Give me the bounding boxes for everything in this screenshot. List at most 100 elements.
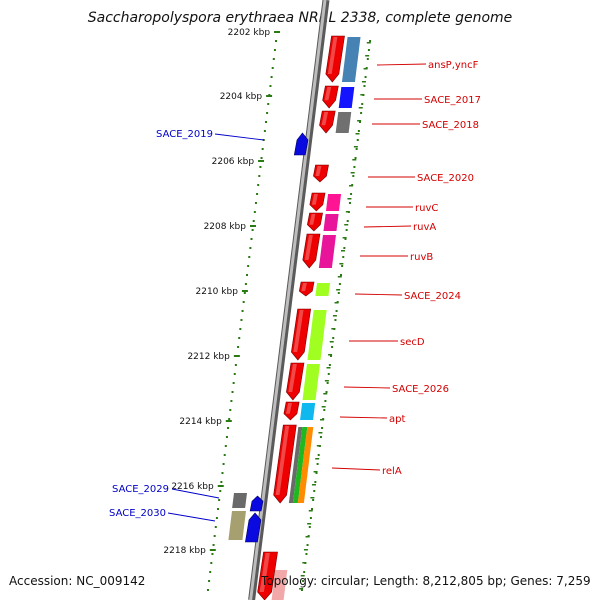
guide-dot-left (230, 400, 233, 402)
cog-bar (297, 427, 314, 503)
guide-dot-left (254, 202, 257, 204)
guide-dot-right (325, 391, 328, 393)
guide-dash-right (316, 445, 321, 447)
guide-dash-right (357, 120, 362, 122)
guide-dash-right (361, 81, 366, 83)
guide-dash-right (355, 133, 360, 135)
cog-bar (338, 87, 355, 108)
guide-dot-left (275, 40, 278, 42)
guide-dot-left (231, 391, 234, 393)
guide-dot-left (250, 238, 253, 240)
guide-dot-left (253, 211, 256, 213)
guide-dot-left (225, 436, 228, 438)
guide-dot-right (353, 166, 356, 168)
guide-dot-left (219, 490, 222, 492)
guide-dot-right (342, 256, 345, 258)
guide-dash-right (336, 289, 341, 291)
guide-dot-left (215, 517, 218, 519)
guide-dot-left (217, 508, 220, 510)
forward-gene-label: apt (389, 414, 405, 425)
guide-dot-right (354, 157, 357, 159)
kbp-tick-label: 2202 kbp (228, 28, 271, 38)
gene-track (228, 35, 345, 600)
forward-label-leader (343, 386, 391, 389)
guide-dash-right (337, 276, 342, 278)
cog-bar (315, 283, 331, 296)
guide-dot-right (352, 175, 355, 177)
forward-gene-arrow-shade (275, 426, 290, 495)
forward-gene-arrow-shade (311, 194, 318, 205)
map-title: Saccharopolyspora erythraea NRRL 2338, c… (87, 10, 513, 26)
guide-dot-left (259, 166, 262, 168)
guide-dot-left (272, 58, 275, 60)
guide-dot-right (321, 427, 324, 429)
guide-dot-left (213, 535, 216, 537)
forward-gene-arrow-shade (304, 235, 313, 260)
guide-dot-right (327, 373, 330, 375)
guide-dot-left (224, 445, 227, 447)
guide-dot-left (221, 472, 224, 474)
guide-dot-right (319, 436, 322, 438)
guide-dot-left (220, 481, 223, 483)
guide-dot-right (348, 202, 351, 204)
forward-gene-label: relA (382, 466, 402, 477)
guide-dot-right (317, 454, 320, 456)
reverse-label-leader (214, 133, 265, 141)
reverse-gene-box (232, 493, 247, 508)
forward-gene-arrow-shade (288, 364, 297, 392)
guide-dash-right (341, 250, 345, 252)
guide-dash-right (339, 263, 344, 265)
kbp-tick-label: 2212 kbp (187, 352, 230, 362)
guide-dot-left (234, 364, 237, 366)
forward-gene-label: ruvA (413, 222, 436, 233)
guide-dot-left (243, 292, 246, 294)
kbp-tick-label: 2216 kbp (171, 482, 214, 492)
guide-dot-right (369, 40, 372, 42)
forward-label-leader (363, 225, 412, 228)
forward-gene-arrow (257, 551, 278, 600)
kbp-ruler: 2202 kbp 2204 kbp 2206 kbp 2208 kbp 2210 kbp… (163, 28, 281, 556)
forward-gene-arrow (322, 85, 339, 109)
forward-gene-arrow (307, 212, 323, 232)
guide-dot-right (367, 49, 370, 51)
guide-dot-right (363, 85, 366, 87)
guide-dot-left (212, 544, 215, 546)
kbp-tick-label: 2204 kbp (220, 92, 263, 102)
forward-gene-arrow (273, 424, 297, 504)
reverse-gene-label: SACE_2029 (112, 484, 169, 495)
guide-dot-left (208, 580, 211, 582)
guide-dash-right (331, 328, 336, 330)
backbone (248, 0, 330, 600)
forward-gene-label: SACE_2024 (404, 291, 461, 302)
guide-dot-right (326, 382, 329, 384)
guide-dot-right (329, 355, 332, 357)
guide-dash-right (311, 484, 316, 486)
guide-dot-left (233, 373, 236, 375)
cog-bar (302, 364, 320, 400)
guide-dot-left (209, 571, 212, 573)
guide-dot-left (268, 94, 271, 96)
kbp-tick-label: 2218 kbp (163, 546, 206, 556)
guide-dash-right (321, 406, 326, 408)
guide-dash-right (347, 198, 352, 200)
guide-dot-right (313, 490, 316, 492)
forward-gene-arrow-shade (309, 214, 316, 225)
guide-dash-right (313, 471, 318, 473)
guide-dash-right (358, 107, 363, 109)
guide-dot-left (228, 418, 231, 420)
guide-dash-right (308, 510, 313, 512)
guide-dot-left (266, 112, 269, 114)
forward-gene-arrow-shade (285, 403, 293, 414)
cog-bar (288, 427, 303, 503)
guide-dot-left (256, 193, 259, 195)
guide-dash-right (300, 575, 305, 577)
reverse-label-leader (167, 512, 216, 522)
reverse-gene-box (228, 511, 246, 540)
guide-dot-right (337, 292, 340, 294)
cog-bar (318, 235, 336, 268)
forward-gene-arrow-shade (293, 310, 304, 352)
guide-dot-left (238, 337, 241, 339)
cog-bar (341, 37, 361, 82)
cog-bar (335, 112, 352, 133)
guide-dash-right (342, 237, 347, 239)
